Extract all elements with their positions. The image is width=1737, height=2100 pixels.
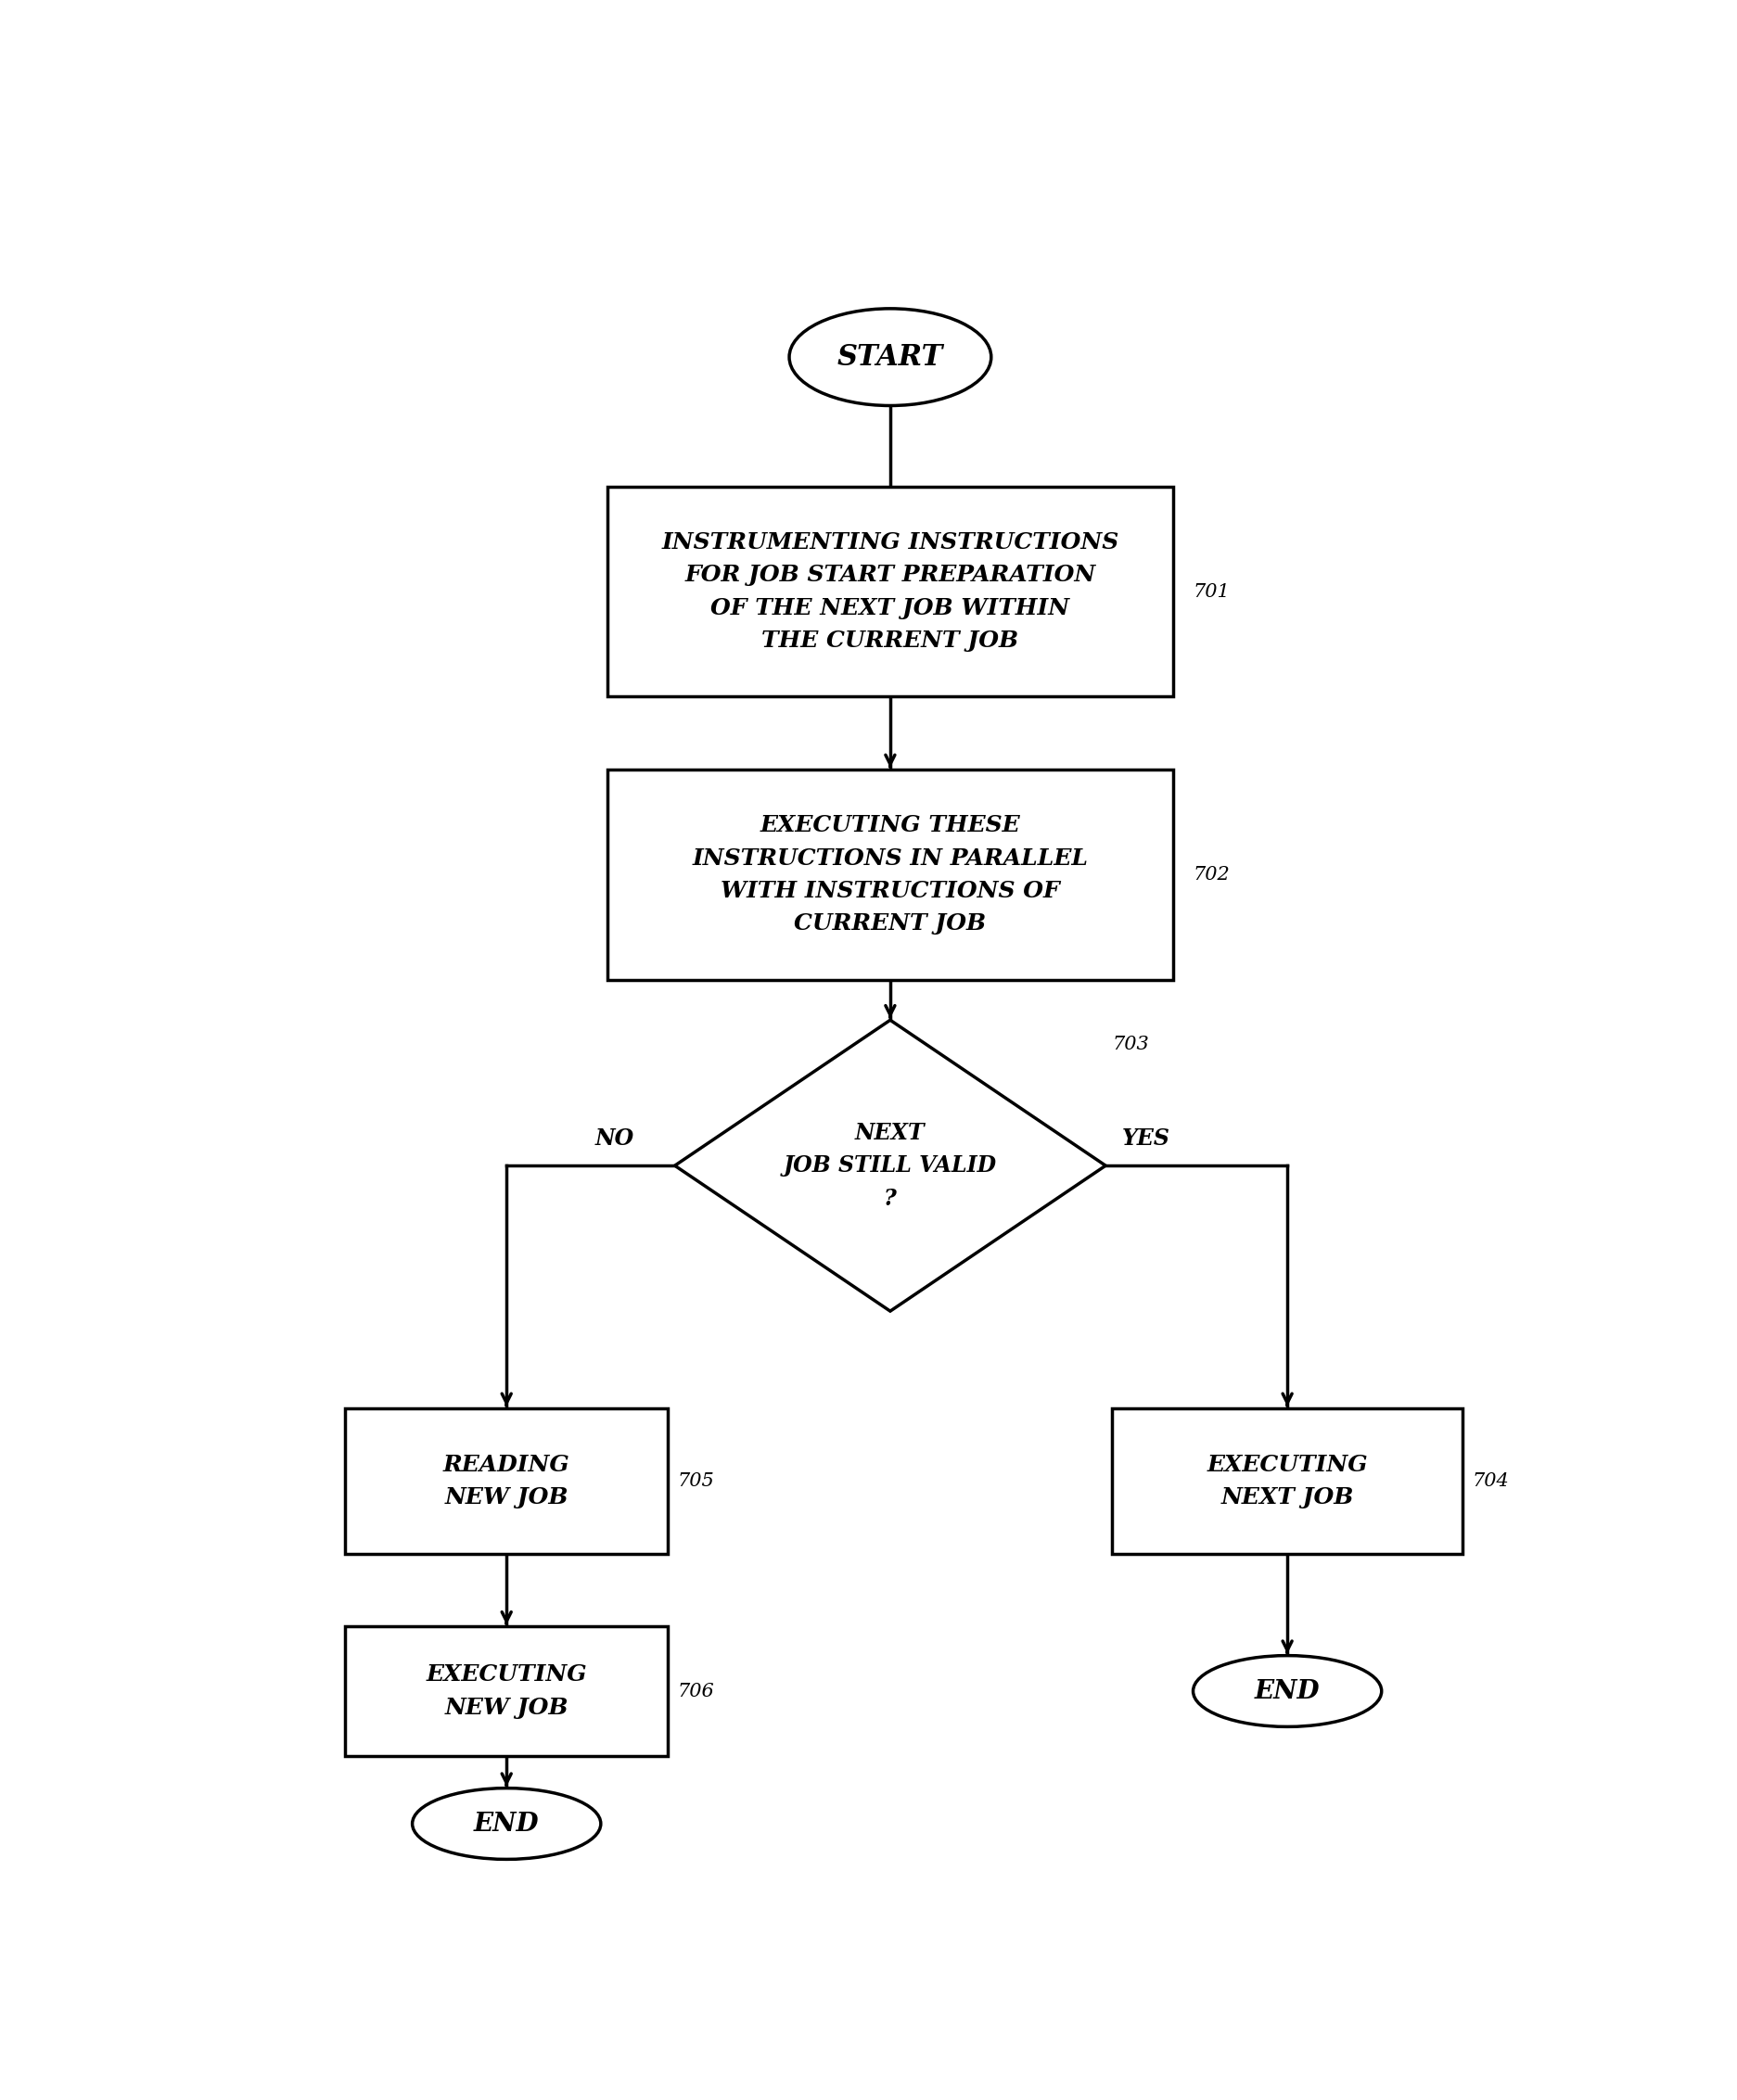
- Text: 706: 706: [677, 1682, 714, 1699]
- Text: NO: NO: [594, 1128, 634, 1149]
- Text: READING
NEW JOB: READING NEW JOB: [443, 1453, 570, 1508]
- Bar: [608, 769, 1172, 979]
- Text: END: END: [474, 1810, 538, 1835]
- Text: EXECUTING
NEXT JOB: EXECUTING NEXT JOB: [1207, 1453, 1367, 1508]
- Text: 701: 701: [1193, 584, 1230, 601]
- Ellipse shape: [412, 1789, 601, 1858]
- Polygon shape: [674, 1021, 1105, 1310]
- Ellipse shape: [789, 309, 992, 405]
- Text: NEXT
JOB STILL VALID
?: NEXT JOB STILL VALID ?: [783, 1121, 997, 1210]
- Text: START: START: [837, 342, 943, 372]
- Text: 702: 702: [1193, 865, 1230, 884]
- Text: 704: 704: [1471, 1472, 1509, 1489]
- Text: END: END: [1254, 1678, 1320, 1703]
- Ellipse shape: [1193, 1655, 1381, 1726]
- Bar: [1112, 1409, 1463, 1554]
- Bar: [346, 1625, 669, 1756]
- Text: EXECUTING
NEW JOB: EXECUTING NEW JOB: [426, 1663, 587, 1718]
- Text: YES: YES: [1122, 1128, 1171, 1149]
- Bar: [608, 487, 1172, 697]
- Bar: [346, 1409, 669, 1554]
- Text: 703: 703: [1112, 1035, 1150, 1052]
- Text: EXECUTING THESE
INSTRUCTIONS IN PARALLEL
WITH INSTRUCTIONS OF
CURRENT JOB: EXECUTING THESE INSTRUCTIONS IN PARALLEL…: [693, 815, 1087, 934]
- Text: INSTRUMENTING INSTRUCTIONS
FOR JOB START PREPARATION
OF THE NEXT JOB WITHIN
THE : INSTRUMENTING INSTRUCTIONS FOR JOB START…: [662, 531, 1119, 651]
- Text: 705: 705: [677, 1472, 714, 1489]
